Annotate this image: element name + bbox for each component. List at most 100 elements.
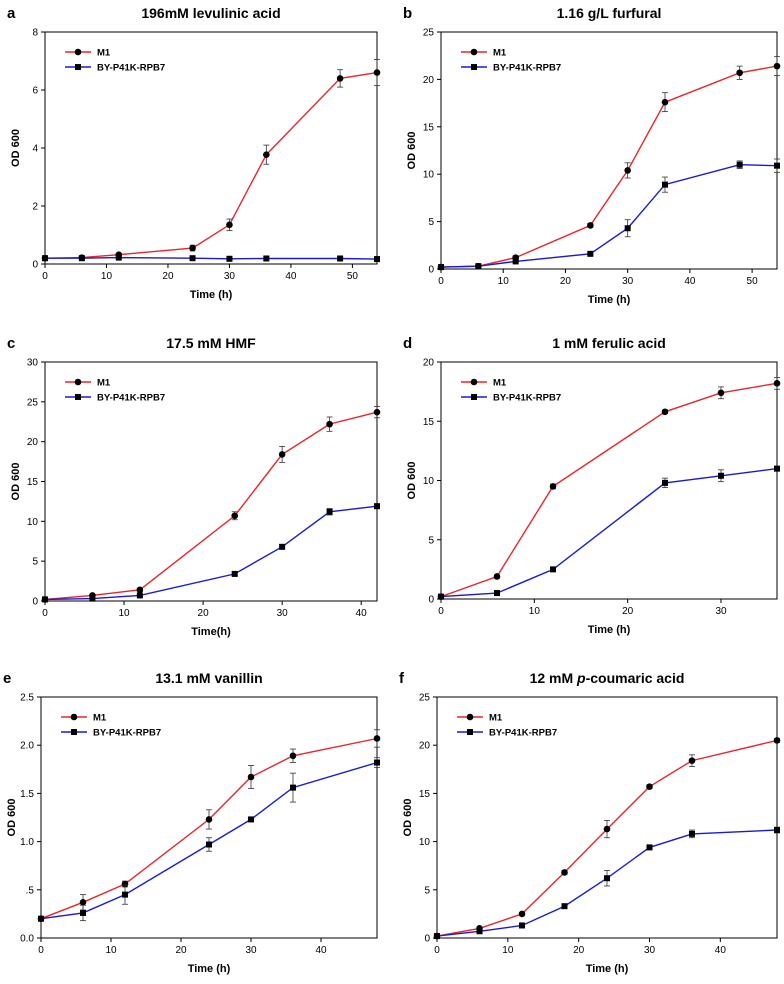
x-axis-title: Time (h) bbox=[586, 963, 629, 975]
data-point bbox=[115, 254, 122, 261]
data-point bbox=[774, 162, 780, 169]
y-tick-label: 0 bbox=[32, 260, 38, 271]
series-BY-P41K-RPB7 bbox=[38, 757, 380, 922]
x-tick-label: 10 bbox=[118, 608, 130, 619]
y-axis-title: OD 600 bbox=[406, 132, 418, 170]
x-tick-label: 0 bbox=[438, 606, 444, 617]
series-line bbox=[436, 739, 778, 937]
y-tick-label: 15 bbox=[423, 122, 435, 133]
y-tick-label: 1.0 bbox=[20, 837, 34, 848]
data-point bbox=[661, 408, 669, 416]
legend-label: M1 bbox=[97, 48, 111, 59]
data-point bbox=[493, 573, 501, 580]
y-tick-label: 20 bbox=[419, 741, 431, 752]
y-tick-label: 6 bbox=[32, 86, 38, 97]
chart-panel-f: f 12 mM p-coumaric acid 0 10 20 30 40 0 5 10 15 20 2… bbox=[399, 670, 781, 975]
data-point bbox=[205, 816, 213, 823]
data-point bbox=[336, 75, 344, 82]
legend: M1 BY-P41K-RPB7 bbox=[461, 48, 561, 74]
legend-label: BY-P41K-RPB7 bbox=[97, 393, 165, 404]
y-tick-label: 15 bbox=[423, 417, 435, 428]
legend-item: BY-P41K-RPB7 bbox=[461, 393, 561, 404]
x-tick-label: 40 bbox=[285, 271, 297, 282]
y-tick-label: 2.0 bbox=[20, 741, 34, 752]
x-tick-label: 0 bbox=[438, 276, 444, 287]
chart-title: 196mM levulinic acid bbox=[141, 5, 280, 21]
data-point bbox=[718, 472, 724, 479]
data-point bbox=[646, 783, 653, 790]
x-tick-label: 30 bbox=[715, 606, 727, 617]
data-point bbox=[646, 844, 653, 851]
x-tick-label: 10 bbox=[529, 606, 541, 617]
legend-label: M1 bbox=[97, 378, 111, 389]
series-M1 bbox=[433, 737, 781, 940]
panel-letter: f bbox=[399, 670, 405, 687]
x-tick-label: 20 bbox=[622, 606, 634, 617]
y-tick-label: 0.0 bbox=[20, 934, 34, 945]
data-point bbox=[79, 899, 87, 906]
legend-label: M1 bbox=[489, 713, 503, 724]
plot-frame bbox=[440, 31, 778, 270]
data-point bbox=[774, 827, 780, 834]
y-tick-label: 5 bbox=[428, 535, 434, 546]
x-tick-label: 30 bbox=[622, 276, 634, 287]
plot-frame bbox=[44, 31, 378, 265]
data-point bbox=[136, 592, 143, 599]
legend: M1 BY-P41K-RPB7 bbox=[461, 378, 561, 404]
data-point bbox=[550, 566, 556, 573]
legend-label: BY-P41K-RPB7 bbox=[493, 63, 561, 74]
data-point bbox=[231, 570, 238, 577]
data-point bbox=[773, 737, 781, 744]
data-point bbox=[121, 880, 129, 888]
x-tick-label: 40 bbox=[684, 276, 696, 287]
legend-label: BY-P41K-RPB7 bbox=[97, 63, 165, 74]
chart-title: 13.1 mM vanillin bbox=[155, 670, 262, 686]
x-axis-title: Time (h) bbox=[588, 624, 631, 636]
chart-panel-d: d 1 mM ferulic acid 0 10 20 30 0 5 10 15 20 Time (h… bbox=[403, 335, 781, 636]
data-point bbox=[247, 773, 255, 781]
series-line bbox=[44, 505, 378, 601]
y-tick-label: 15 bbox=[419, 789, 431, 800]
data-point bbox=[662, 479, 668, 486]
data-point bbox=[337, 255, 344, 262]
data-point bbox=[38, 915, 44, 922]
data-point bbox=[263, 151, 270, 158]
legend-label: M1 bbox=[493, 48, 507, 59]
series-M1 bbox=[41, 59, 381, 262]
y-tick-label: 25 bbox=[423, 28, 435, 39]
series-BY-P41K-RPB7 bbox=[438, 158, 780, 271]
x-tick-label: 10 bbox=[498, 276, 510, 287]
x-tick-label: 30 bbox=[224, 271, 236, 282]
data-point bbox=[518, 910, 526, 918]
legend: M1 BY-P41K-RPB7 bbox=[457, 713, 557, 739]
x-tick-label: 40 bbox=[356, 608, 368, 619]
series-M1 bbox=[437, 377, 781, 600]
data-point bbox=[475, 263, 482, 270]
data-point bbox=[661, 98, 669, 106]
series-M1 bbox=[37, 729, 381, 923]
data-point bbox=[373, 735, 381, 742]
plot-frame bbox=[40, 696, 378, 939]
data-point bbox=[587, 250, 594, 257]
data-point bbox=[189, 244, 196, 252]
y-tick-label: 1.5 bbox=[20, 789, 34, 800]
x-axis-title: Time (h) bbox=[190, 289, 233, 301]
series-BY-P41K-RPB7 bbox=[434, 826, 780, 940]
data-point bbox=[561, 869, 568, 876]
legend-item: BY-P41K-RPB7 bbox=[461, 63, 561, 74]
plot-frame bbox=[44, 361, 378, 602]
y-tick-label: 2.5 bbox=[20, 693, 34, 704]
data-point bbox=[624, 225, 631, 232]
data-point bbox=[289, 752, 297, 760]
series-line bbox=[44, 411, 378, 601]
series-BY-P41K-RPB7 bbox=[42, 254, 380, 263]
legend: M1 BY-P41K-RPB7 bbox=[65, 378, 165, 404]
x-tick-label: 0 bbox=[38, 945, 44, 956]
data-point bbox=[624, 167, 631, 174]
x-tick-label: 30 bbox=[245, 945, 257, 956]
legend-item: M1 bbox=[461, 378, 507, 389]
chart-panel-c: c 17.5 mM HMF 0 10 20 30 40 0 5 10 15 20 25 30 Time(h)… bbox=[7, 335, 381, 638]
data-point bbox=[512, 258, 519, 265]
panel-letter: e bbox=[3, 670, 11, 687]
y-tick-label: 30 bbox=[27, 358, 39, 369]
